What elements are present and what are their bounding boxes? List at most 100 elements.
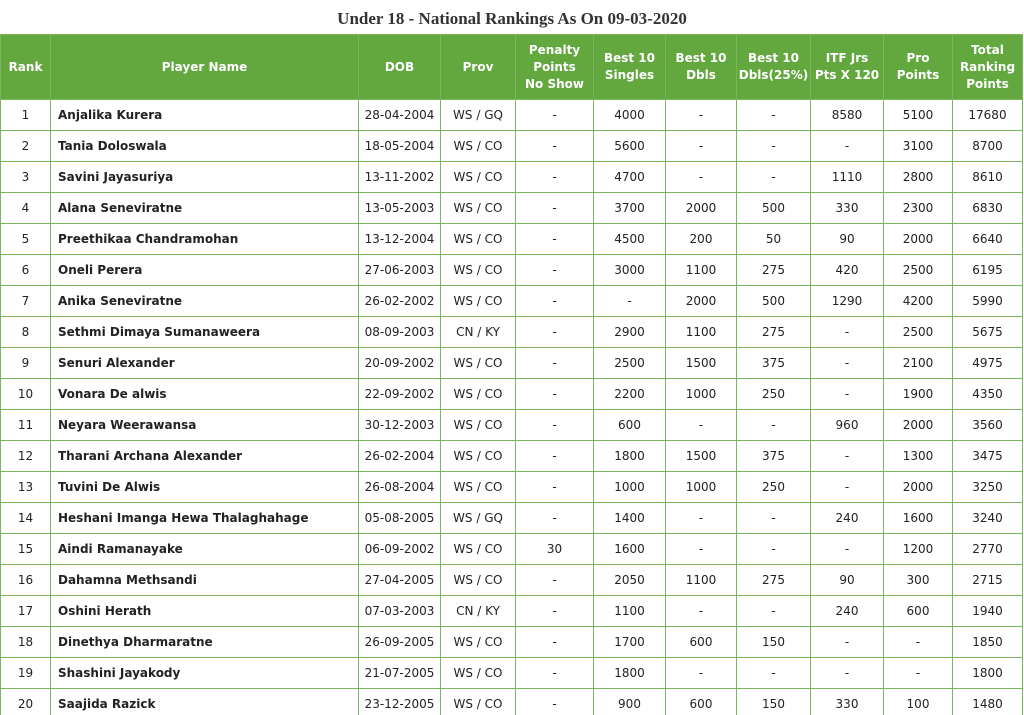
cell: -	[515, 595, 594, 627]
cell: WS / CO	[440, 223, 516, 255]
player-name: Tharani Archana Alexander	[50, 440, 359, 472]
cell: 30	[515, 533, 594, 565]
cell: WS / CO	[440, 285, 516, 317]
cell: 1100	[593, 595, 666, 627]
cell: 330	[810, 688, 884, 715]
cell: 3475	[952, 440, 1023, 472]
table-row: 13 Tuvini De Alwis 26-08-2004 WS / CO -1000 1…	[0, 471, 1023, 503]
cell: 1940	[952, 595, 1023, 627]
cell: 3700	[593, 192, 666, 224]
cell: 300	[883, 564, 953, 596]
cell: 2	[0, 130, 51, 162]
header-cell: Rank	[0, 34, 51, 100]
cell: 17680	[952, 99, 1023, 131]
cell: 2000	[883, 223, 953, 255]
cell: WS / CO	[440, 533, 516, 565]
cell: 1300	[883, 440, 953, 472]
cell: WS / CO	[440, 471, 516, 503]
cell: 1100	[665, 254, 737, 286]
cell: 13-12-2004	[358, 223, 441, 255]
cell: 18-05-2004	[358, 130, 441, 162]
player-name: Anika Seneviratne	[50, 285, 359, 317]
table-row: 15 Aindi Ramanayake 06-09-2002 WS / CO 30 160…	[0, 533, 1023, 565]
cell: 5600	[593, 130, 666, 162]
cell: -	[515, 471, 594, 503]
table-row: 11 Neyara Weerawansa 30-12-2003 WS / CO -600…	[0, 409, 1023, 441]
header-row: Rank Player Name DOB Prov Penalty Points No …	[0, 34, 1023, 100]
cell: -	[515, 657, 594, 689]
cell: WS / GQ	[440, 99, 516, 131]
cell: 7	[0, 285, 51, 317]
cell: 4000	[593, 99, 666, 131]
cell: 6195	[952, 254, 1023, 286]
cell: 4	[0, 192, 51, 224]
table-row: 7 Anika Seneviratne 26-02-2002 WS / CO - -200…	[0, 285, 1023, 317]
player-name: Dahamna Methsandi	[50, 564, 359, 596]
cell: WS / CO	[440, 347, 516, 379]
cell: 15	[0, 533, 51, 565]
cell: 20-09-2002	[358, 347, 441, 379]
cell: 13-05-2003	[358, 192, 441, 224]
cell: 30-12-2003	[358, 409, 441, 441]
cell: -	[665, 130, 737, 162]
cell: 26-08-2004	[358, 471, 441, 503]
cell: 600	[665, 688, 737, 715]
player-name: Tania Doloswala	[50, 130, 359, 162]
cell: 2000	[883, 471, 953, 503]
cell: 8	[0, 316, 51, 348]
cell: CN / KY	[440, 595, 516, 627]
cell: -	[515, 192, 594, 224]
cell: -	[736, 130, 811, 162]
cell: -	[665, 409, 737, 441]
cell: 1000	[593, 471, 666, 503]
cell: 9	[0, 347, 51, 379]
player-name: Oneli Perera	[50, 254, 359, 286]
player-name: Alana Seneviratne	[50, 192, 359, 224]
cell: -	[665, 502, 737, 534]
table-row: 8 Sethmi Dimaya Sumanaweera 08-09-2003 CN /…	[0, 316, 1023, 348]
cell: 1900	[883, 378, 953, 410]
cell: 240	[810, 595, 884, 627]
cell: 19	[0, 657, 51, 689]
cell: 2770	[952, 533, 1023, 565]
page-title: Under 18 - National Rankings As On 09-03…	[337, 9, 687, 28]
cell: 4200	[883, 285, 953, 317]
cell: 08-09-2003	[358, 316, 441, 348]
cell: 8610	[952, 161, 1023, 193]
cell: 240	[810, 502, 884, 534]
cell: 2715	[952, 564, 1023, 596]
cell: 50	[736, 223, 811, 255]
cell: -	[736, 409, 811, 441]
cell: WS / CO	[440, 192, 516, 224]
cell: 2200	[593, 378, 666, 410]
cell: 20	[0, 688, 51, 715]
cell: 4700	[593, 161, 666, 193]
cell: 500	[736, 285, 811, 317]
table-row: 9 Senuri Alexander 20-09-2002 WS / CO -2500 1…	[0, 347, 1023, 379]
cell: 1500	[665, 440, 737, 472]
cell: 2500	[883, 316, 953, 348]
cell: 4350	[952, 378, 1023, 410]
cell: 900	[593, 688, 666, 715]
rankings-table: Rank Player Name DOB Prov Penalty Points No …	[0, 34, 1023, 715]
cell: 16	[0, 564, 51, 596]
cell: 8580	[810, 99, 884, 131]
cell: 3240	[952, 502, 1023, 534]
cell: 6640	[952, 223, 1023, 255]
cell: -	[736, 595, 811, 627]
cell: 600	[593, 409, 666, 441]
cell: -	[810, 440, 884, 472]
cell: 2000	[883, 409, 953, 441]
player-name: Vonara De alwis	[50, 378, 359, 410]
cell: WS / CO	[440, 564, 516, 596]
cell: 4975	[952, 347, 1023, 379]
cell: 23-12-2005	[358, 688, 441, 715]
cell: 2000	[665, 192, 737, 224]
cell: 600	[665, 626, 737, 658]
cell: 420	[810, 254, 884, 286]
cell: 1200	[883, 533, 953, 565]
cell: 275	[736, 316, 811, 348]
cell: 1290	[810, 285, 884, 317]
cell: 3560	[952, 409, 1023, 441]
